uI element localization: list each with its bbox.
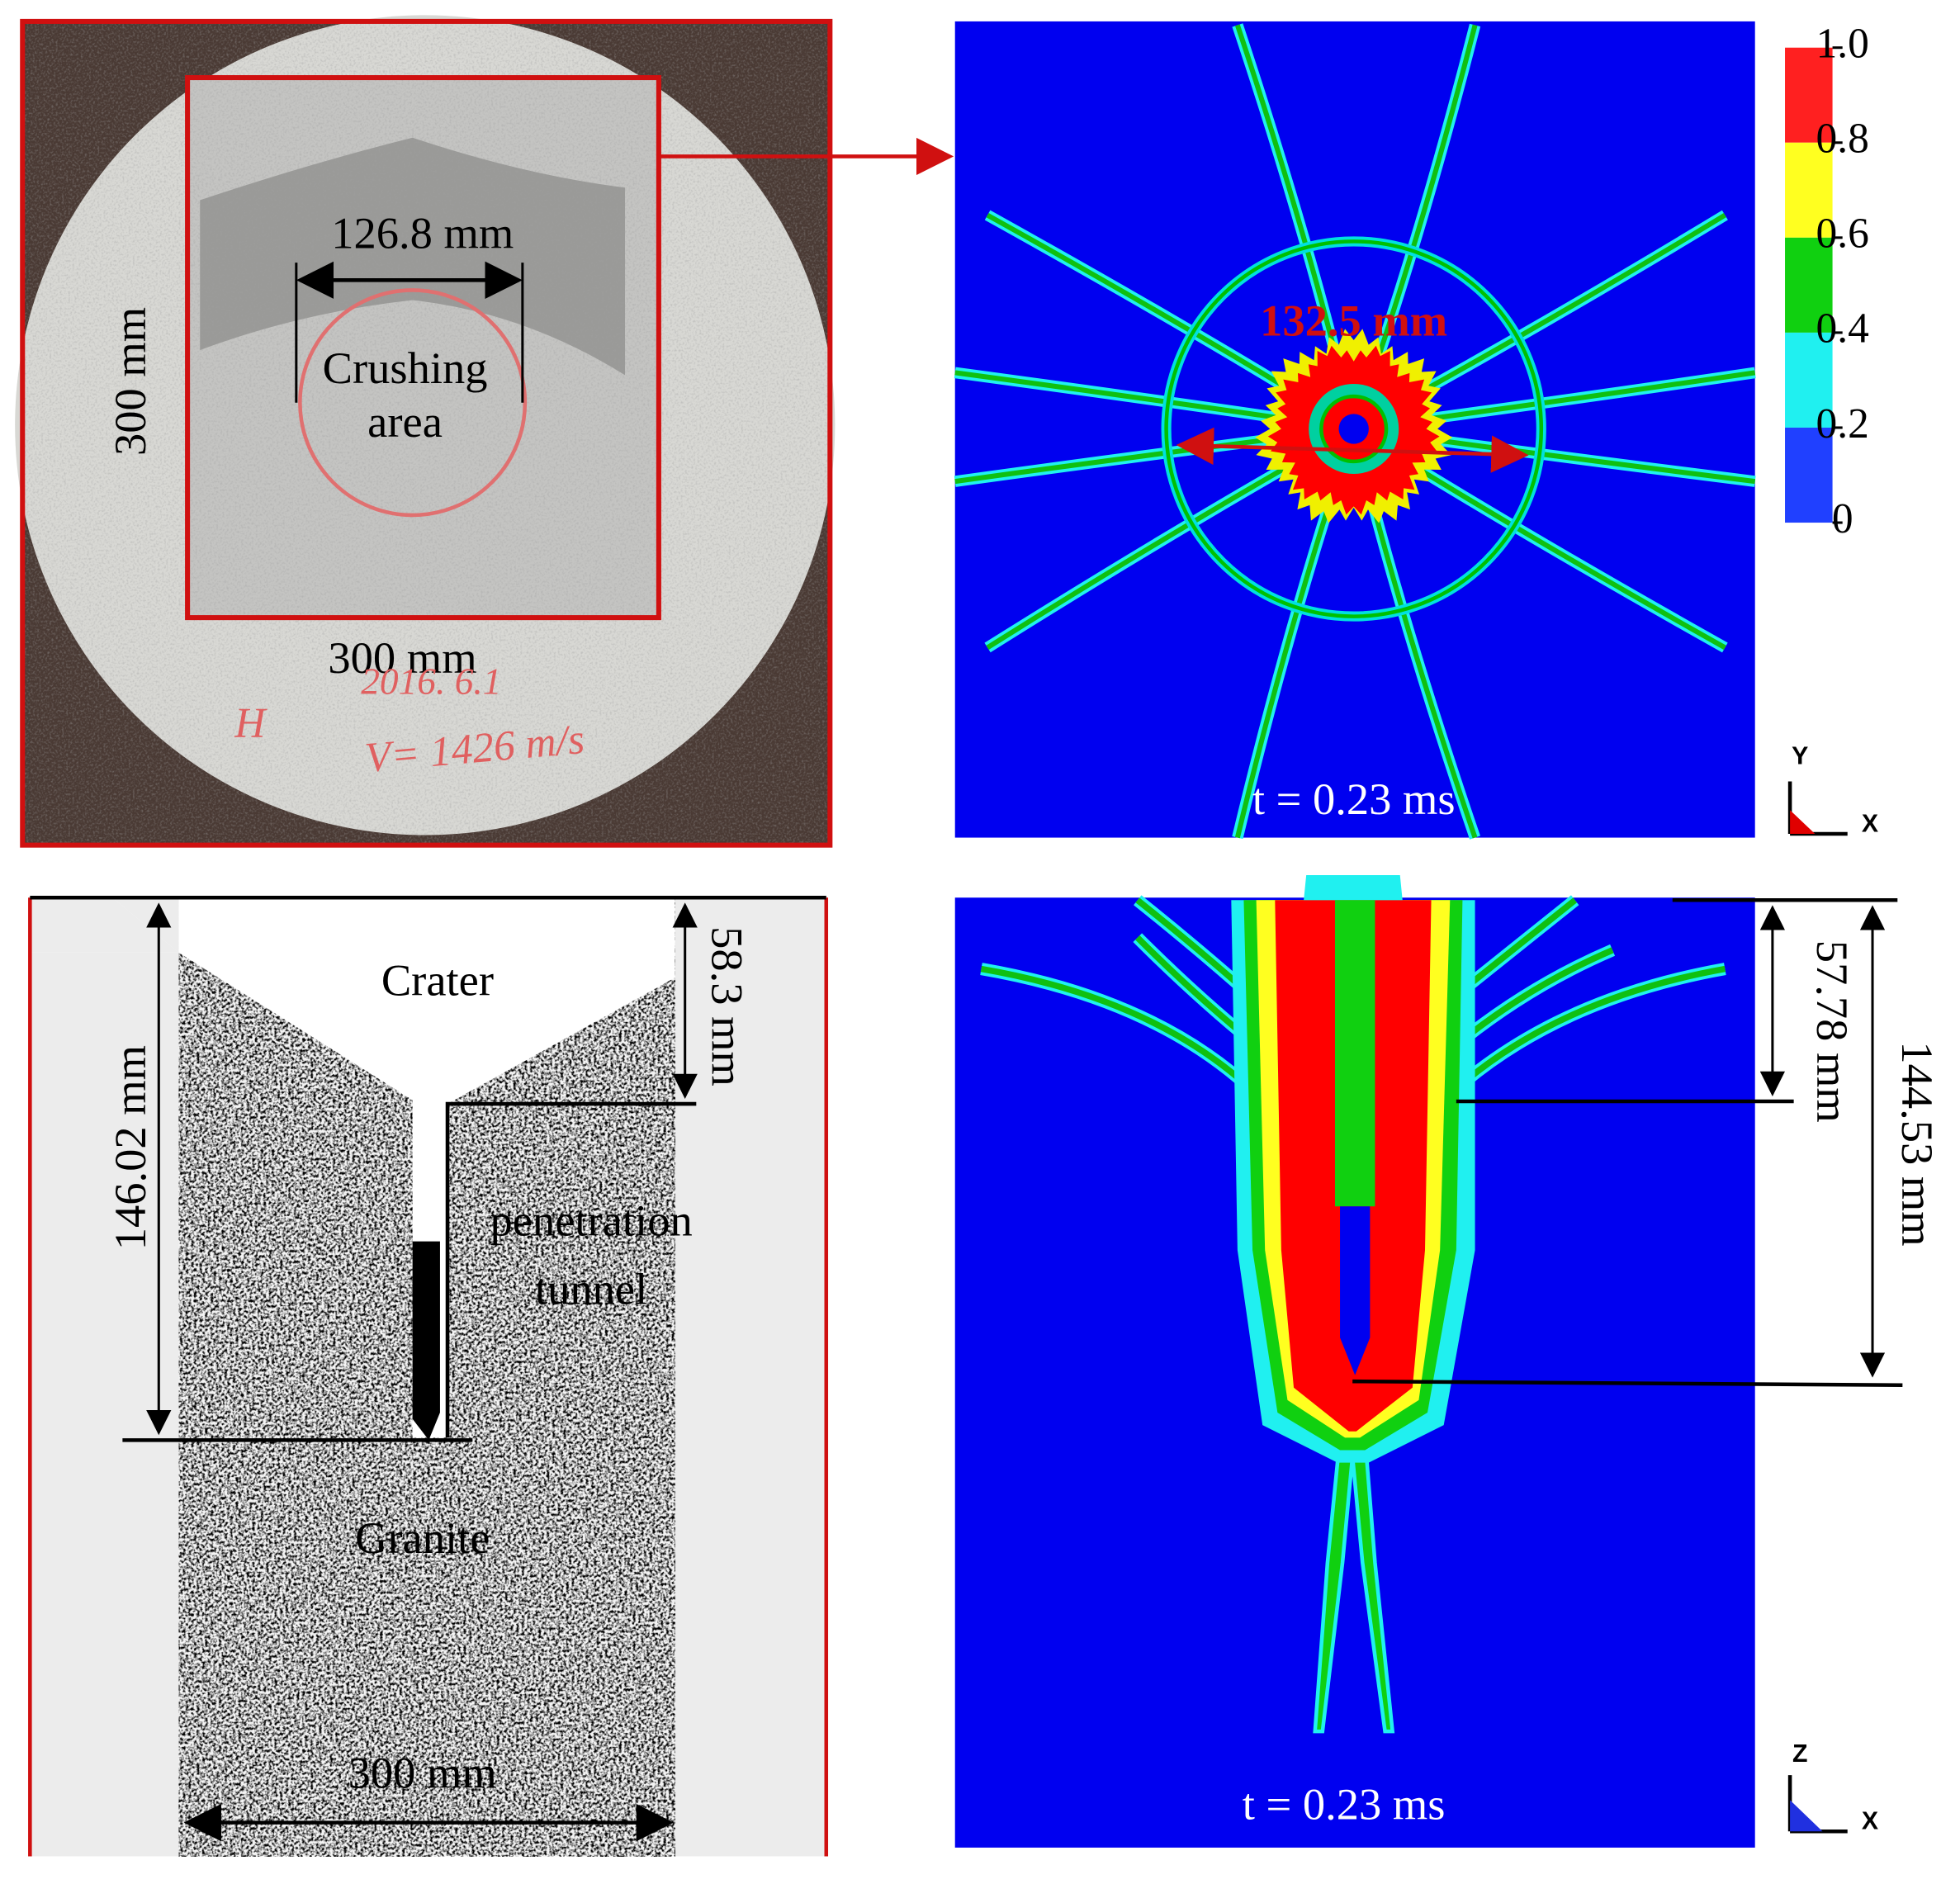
axis-label: X: [1862, 1808, 1878, 1835]
axis-label: Z: [1792, 1740, 1808, 1768]
axis-label: X: [1862, 810, 1878, 837]
axis-label: Y: [1792, 743, 1808, 770]
triad-marker: [1790, 1800, 1823, 1832]
photo-panel: 126.8 mm Crushing area 300 mm 300 mm H 2…: [15, 15, 836, 848]
tail-crack: [1313, 1436, 1395, 1734]
ejecta: [1304, 874, 1403, 901]
time-label: t = 0.23 ms: [1243, 1778, 1446, 1829]
background-corner: [30, 897, 179, 953]
material-label: Granite: [355, 1512, 490, 1563]
projectile: [412, 1241, 440, 1441]
colorbar-segment: [1785, 332, 1833, 428]
crater-depth: 58.3 mm: [703, 926, 753, 1086]
crater-label: Crater: [381, 955, 494, 1006]
colorbar-label: 0: [1832, 495, 1853, 542]
reference-line: [1352, 1379, 1903, 1387]
simulation-top: 132.5 mm t = 0.23 ms: [954, 21, 1756, 840]
handwriting: H: [234, 700, 267, 747]
branch-crack: [980, 965, 1265, 1103]
colorbar-label: 0.4: [1816, 305, 1869, 353]
time-label: t = 0.23 ms: [1252, 774, 1456, 824]
diameter-arrow: [1176, 427, 1529, 473]
tunnel-label: tunnel: [535, 1264, 647, 1314]
colorbar-segment: [1785, 427, 1833, 523]
colorbar-label: 0.8: [1816, 116, 1869, 163]
crater: [30, 897, 675, 1438]
colorbar-segment: [1785, 237, 1833, 333]
total-depth: 144.53 mm: [1892, 1041, 1943, 1246]
reference-line: [445, 1101, 697, 1438]
width-label: 300 mm: [328, 632, 476, 683]
colorbar-label: 0.6: [1816, 211, 1869, 258]
tunnel-core: [1334, 900, 1375, 1207]
ring-crack: [1164, 239, 1544, 618]
colorbar-segment: [1785, 47, 1833, 143]
height-label: 300 mm: [105, 307, 155, 456]
triad-marker: [1790, 810, 1816, 835]
tunnel: [1340, 1206, 1371, 1375]
crush-width: 126.8 mm: [331, 207, 514, 258]
crush-label: Crushing: [323, 343, 488, 393]
diameter-label: 132.5 mm: [1260, 295, 1447, 345]
colorbar: 1.0 0.8 0.6 0.4 0.2 0: [1785, 21, 1869, 542]
width-label: 300 mm: [348, 1748, 497, 1798]
axis-triad: Y X: [1787, 743, 1878, 837]
photo-grain: [22, 21, 831, 845]
colorbar-label: 0.2: [1816, 400, 1869, 447]
tunnel-label: penetration: [490, 1195, 693, 1245]
crater-depth: 57.78 mm: [1807, 940, 1858, 1123]
colorbar-segment: [1785, 142, 1833, 238]
photo-border: [20, 18, 833, 848]
crush-label: area: [367, 396, 443, 447]
total-depth: 146.02 mm: [105, 1045, 155, 1250]
hole: [1338, 414, 1369, 444]
zoom-box: [185, 75, 661, 621]
handwriting: 2016. 6.1: [361, 660, 501, 702]
colorbar-label: 1.0: [1816, 21, 1869, 68]
simulation-bottom: t = 0.23 ms 57.78 mm 144.53 mm Z X: [954, 874, 1943, 1848]
schematic-panel: Crater 58.3 mm 146.02 mm penetration tun…: [28, 895, 829, 1857]
